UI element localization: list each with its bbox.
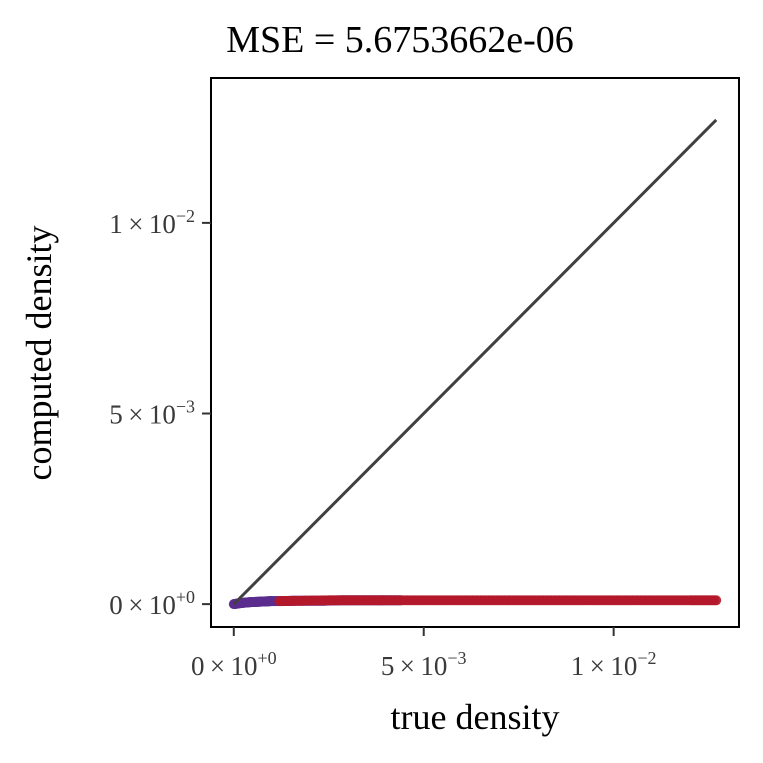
chart-title: MSE = 5.6753662e-06 [226, 19, 574, 61]
identity-reference-line [232, 118, 718, 606]
x-axis-tick-label-3: 1 × 10−2 [571, 648, 657, 681]
y-axis-title: computed density [19, 226, 59, 481]
plot-marks [228, 118, 722, 610]
y-axis-tick-label-1: 0 × 10+0 [109, 587, 195, 620]
y-axis-tick-label-2: 5 × 10−3 [109, 397, 195, 430]
data-point-series-2 [711, 595, 722, 606]
y-axis: 0 × 10+0 5 × 10−3 1 × 10−2 [109, 206, 211, 620]
x-axis: 0 × 10+0 5 × 10−3 1 × 10−2 [191, 627, 657, 681]
x-axis-title: true density [391, 697, 560, 737]
x-axis-tick-label-1: 0 × 10+0 [191, 648, 277, 681]
y-axis-tick-label-3: 1 × 10−2 [109, 206, 195, 239]
x-axis-tick-label-2: 5 × 10−3 [381, 648, 467, 681]
plot-panel [210, 77, 740, 628]
